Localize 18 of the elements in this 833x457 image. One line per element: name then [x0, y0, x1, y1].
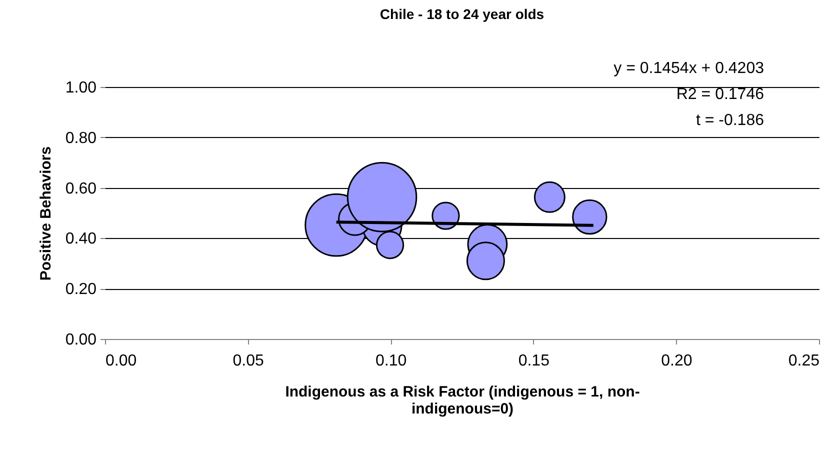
x-axis-title: Indigenous as a Risk Factor (indigenous = 1, non-indigenous=0): [285, 384, 640, 418]
y-tick-label: 1.00: [65, 80, 97, 96]
x-tick-label: 0.05: [232, 352, 264, 370]
x-tick-label: 0.25: [788, 352, 820, 370]
x-tick-label: 0.00: [106, 352, 137, 370]
annotation: t = -0.186: [696, 112, 764, 129]
annotation: R2 = 0.1746: [676, 86, 764, 103]
y-axis-title: Positive Behaviors: [37, 146, 54, 281]
x-tick-label: 0.10: [376, 352, 407, 370]
x-tick-label: 0.15: [518, 352, 550, 370]
y-tick-label: 0.20: [65, 281, 97, 298]
y-tick-label: 0.40: [65, 230, 97, 248]
text: y = 0.1454x + 0.4203: [614, 60, 764, 77]
chart-title: Chile - 18 to 24 year olds: [380, 6, 544, 22]
y-tick-label: 0.80: [65, 130, 97, 147]
y-tick-label: 0.60: [65, 180, 97, 198]
y-tick-label: 0.00: [65, 332, 97, 348]
x-tick-label: 0.20: [661, 352, 692, 370]
